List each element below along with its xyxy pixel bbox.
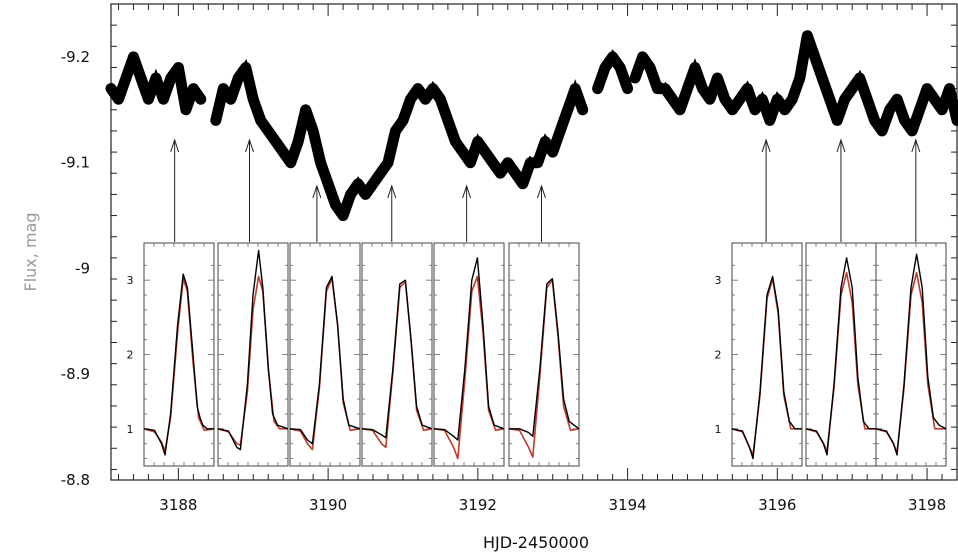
inset-observed-line	[731, 275, 802, 460]
y-tick-labels: -9.2 -9.1 -9 -8.9 -8.8	[61, 48, 90, 489]
inset-frame	[217, 242, 289, 467]
light-curve-band	[210, 62, 589, 222]
x-tick-labels: 3188 3190 3192 3194 3196 3198	[159, 496, 946, 514]
arrow-head	[245, 138, 254, 153]
light-curve-scatter	[596, 49, 630, 85]
light-curve-band	[105, 51, 207, 116]
inset-model-line	[217, 275, 288, 446]
x-tick-label: 3198	[908, 496, 946, 514]
inset-frame	[508, 242, 580, 467]
x-tick-label: 3192	[459, 496, 497, 514]
arrow-head	[462, 184, 472, 199]
y-tick-label: -9	[75, 259, 90, 277]
inset-frame	[289, 242, 361, 467]
inset-observed-line	[361, 279, 433, 439]
arrow-head	[537, 184, 546, 199]
x-tick-label: 3196	[758, 496, 796, 514]
arrow-head	[911, 138, 921, 153]
inset-panel: 1 2 3	[127, 242, 215, 467]
inset-observed-line	[289, 275, 361, 445]
light-curve-scatter	[214, 58, 585, 214]
arrow-head	[312, 184, 322, 199]
inset-observed-line	[217, 249, 289, 451]
y-tick-label: -8.8	[61, 471, 90, 489]
inset-panels: 1 2 3 1 2 3	[127, 242, 947, 467]
plot-frame	[110, 3, 958, 481]
arrow-head	[836, 138, 846, 153]
x-axis-label: HJD-2450000	[483, 533, 589, 552]
inset-frame	[143, 242, 215, 467]
y-tick-label: -9.1	[61, 154, 90, 172]
y-axis-label: Flux, mag	[21, 213, 40, 292]
inset-panel	[508, 242, 580, 467]
arrow-head	[761, 138, 771, 153]
inset-observed-line	[875, 253, 947, 456]
inset-panel: 1 2 3	[715, 242, 803, 467]
inset-panel	[433, 242, 505, 467]
inset-model-line	[433, 275, 505, 460]
inset-panel	[875, 242, 947, 467]
inset-observed-line	[509, 278, 580, 437]
x-tick-label: 3190	[309, 496, 347, 514]
arrows	[170, 138, 921, 242]
inset-observed-line	[143, 273, 214, 456]
arrow-head	[387, 184, 397, 199]
inset-y-tick-label: 1	[127, 423, 134, 436]
inset-panel	[217, 242, 289, 467]
inset-frame	[361, 242, 433, 467]
inset-y-tick-label: 1	[715, 423, 722, 436]
inset-observed-line	[433, 257, 505, 441]
y-tick-label: -8.9	[61, 365, 90, 383]
inset-frame	[433, 242, 505, 467]
inset-y-tick-label: 2	[127, 349, 134, 362]
x-tick-label: 3188	[159, 496, 197, 514]
x-tick-label: 3194	[608, 496, 646, 514]
axis-ticks	[111, 3, 958, 480]
arrow-head	[170, 138, 180, 153]
light-curve-series	[105, 24, 958, 222]
inset-y-tick-label: 3	[715, 274, 722, 287]
y-tick-label: -9.2	[61, 48, 90, 66]
inset-y-tick-label: 3	[127, 274, 134, 287]
light-curve-band	[592, 51, 634, 95]
inset-panel	[289, 242, 361, 467]
light-curve-band	[629, 30, 958, 137]
inset-panel	[805, 242, 877, 467]
light-curve-scatter	[109, 47, 203, 111]
inset-observed-line	[805, 257, 876, 456]
inset-y-tick-label: 2	[715, 349, 722, 362]
inset-panel	[361, 242, 433, 467]
